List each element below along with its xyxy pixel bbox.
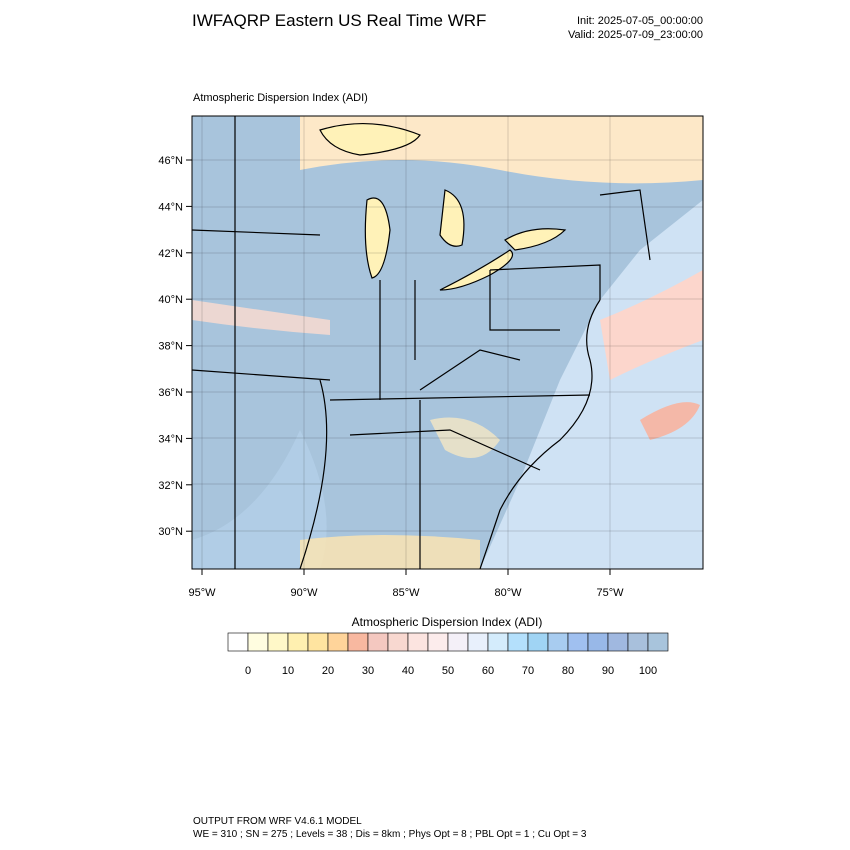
lon-label: 75°W — [596, 587, 624, 599]
init-time: Init: 2025-07-05_00:00:00 — [577, 15, 703, 27]
lat-label: 38°N — [158, 341, 183, 353]
colorbar-box — [227, 632, 249, 652]
colorbar-box — [287, 632, 309, 652]
colorbar-box — [347, 632, 369, 652]
colorbar-label: 70 — [522, 665, 534, 677]
map-field — [192, 116, 703, 569]
lat-label: 34°N — [158, 433, 183, 445]
colorbar-box — [307, 632, 329, 652]
colorbar-box — [427, 632, 449, 652]
colorbar-box — [647, 632, 669, 652]
colorbar-label: 60 — [482, 665, 494, 677]
lon-label: 85°W — [392, 587, 420, 599]
colorbar-box — [487, 632, 509, 652]
colorbar-box — [587, 632, 609, 652]
colorbar-label: 10 — [282, 665, 294, 677]
colorbar-box — [467, 632, 489, 652]
footer-line: WE = 310 ; SN = 275 ; Levels = 38 ; Dis … — [193, 829, 587, 840]
lat-label: 30°N — [158, 526, 183, 538]
colorbar-label: 100 — [639, 665, 657, 677]
colorbar-box — [387, 632, 409, 652]
colorbar-box — [367, 632, 389, 652]
map-subtitle: Atmospheric Dispersion Index (ADI) — [193, 92, 368, 104]
colorbar-box — [447, 632, 469, 652]
colorbar-box — [247, 632, 269, 652]
colorbar-box — [627, 632, 649, 652]
colorbar-label: 30 — [362, 665, 374, 677]
colorbar-box — [507, 632, 529, 652]
lat-label: 40°N — [158, 294, 183, 306]
lat-label: 32°N — [158, 480, 183, 492]
colorbar-title: Atmospheric Dispersion Index (ADI) — [352, 615, 543, 629]
colorbar-box — [547, 632, 569, 652]
lon-label: 90°W — [290, 587, 318, 599]
colorbar-box — [327, 632, 349, 652]
colorbar: 0 10 20 30 40 50 60 70 80 90 100 — [227, 632, 669, 677]
lon-label: 95°W — [188, 587, 216, 599]
colorbar-box — [267, 632, 289, 652]
colorbar-box — [527, 632, 549, 652]
lat-label: 44°N — [158, 201, 183, 213]
lat-label: 42°N — [158, 248, 183, 260]
lat-label: 36°N — [158, 387, 183, 399]
colorbar-box — [567, 632, 589, 652]
lat-label: 46°N — [158, 155, 183, 167]
colorbar-label: 0 — [245, 665, 251, 677]
map-axes: 46°N 44°N 42°N 40°N 38°N 36°N 34°N 32°N 30°N 95°W… — [158, 155, 624, 599]
colorbar-label: 80 — [562, 665, 574, 677]
lon-label: 80°W — [494, 587, 522, 599]
colorbar-label: 90 — [602, 665, 614, 677]
title: IWFAQRP Eastern US Real Time WRF — [192, 11, 486, 30]
map-frame — [191, 115, 704, 570]
footer-line: OUTPUT FROM WRF V4.6.1 MODEL — [193, 816, 362, 827]
colorbar-box — [407, 632, 429, 652]
colorbar-label: 50 — [442, 665, 454, 677]
colorbar-label: 20 — [322, 665, 334, 677]
valid-time: Valid: 2025-07-09_23:00:00 — [568, 29, 703, 41]
colorbar-box — [607, 632, 629, 652]
colorbar-label: 40 — [402, 665, 414, 677]
